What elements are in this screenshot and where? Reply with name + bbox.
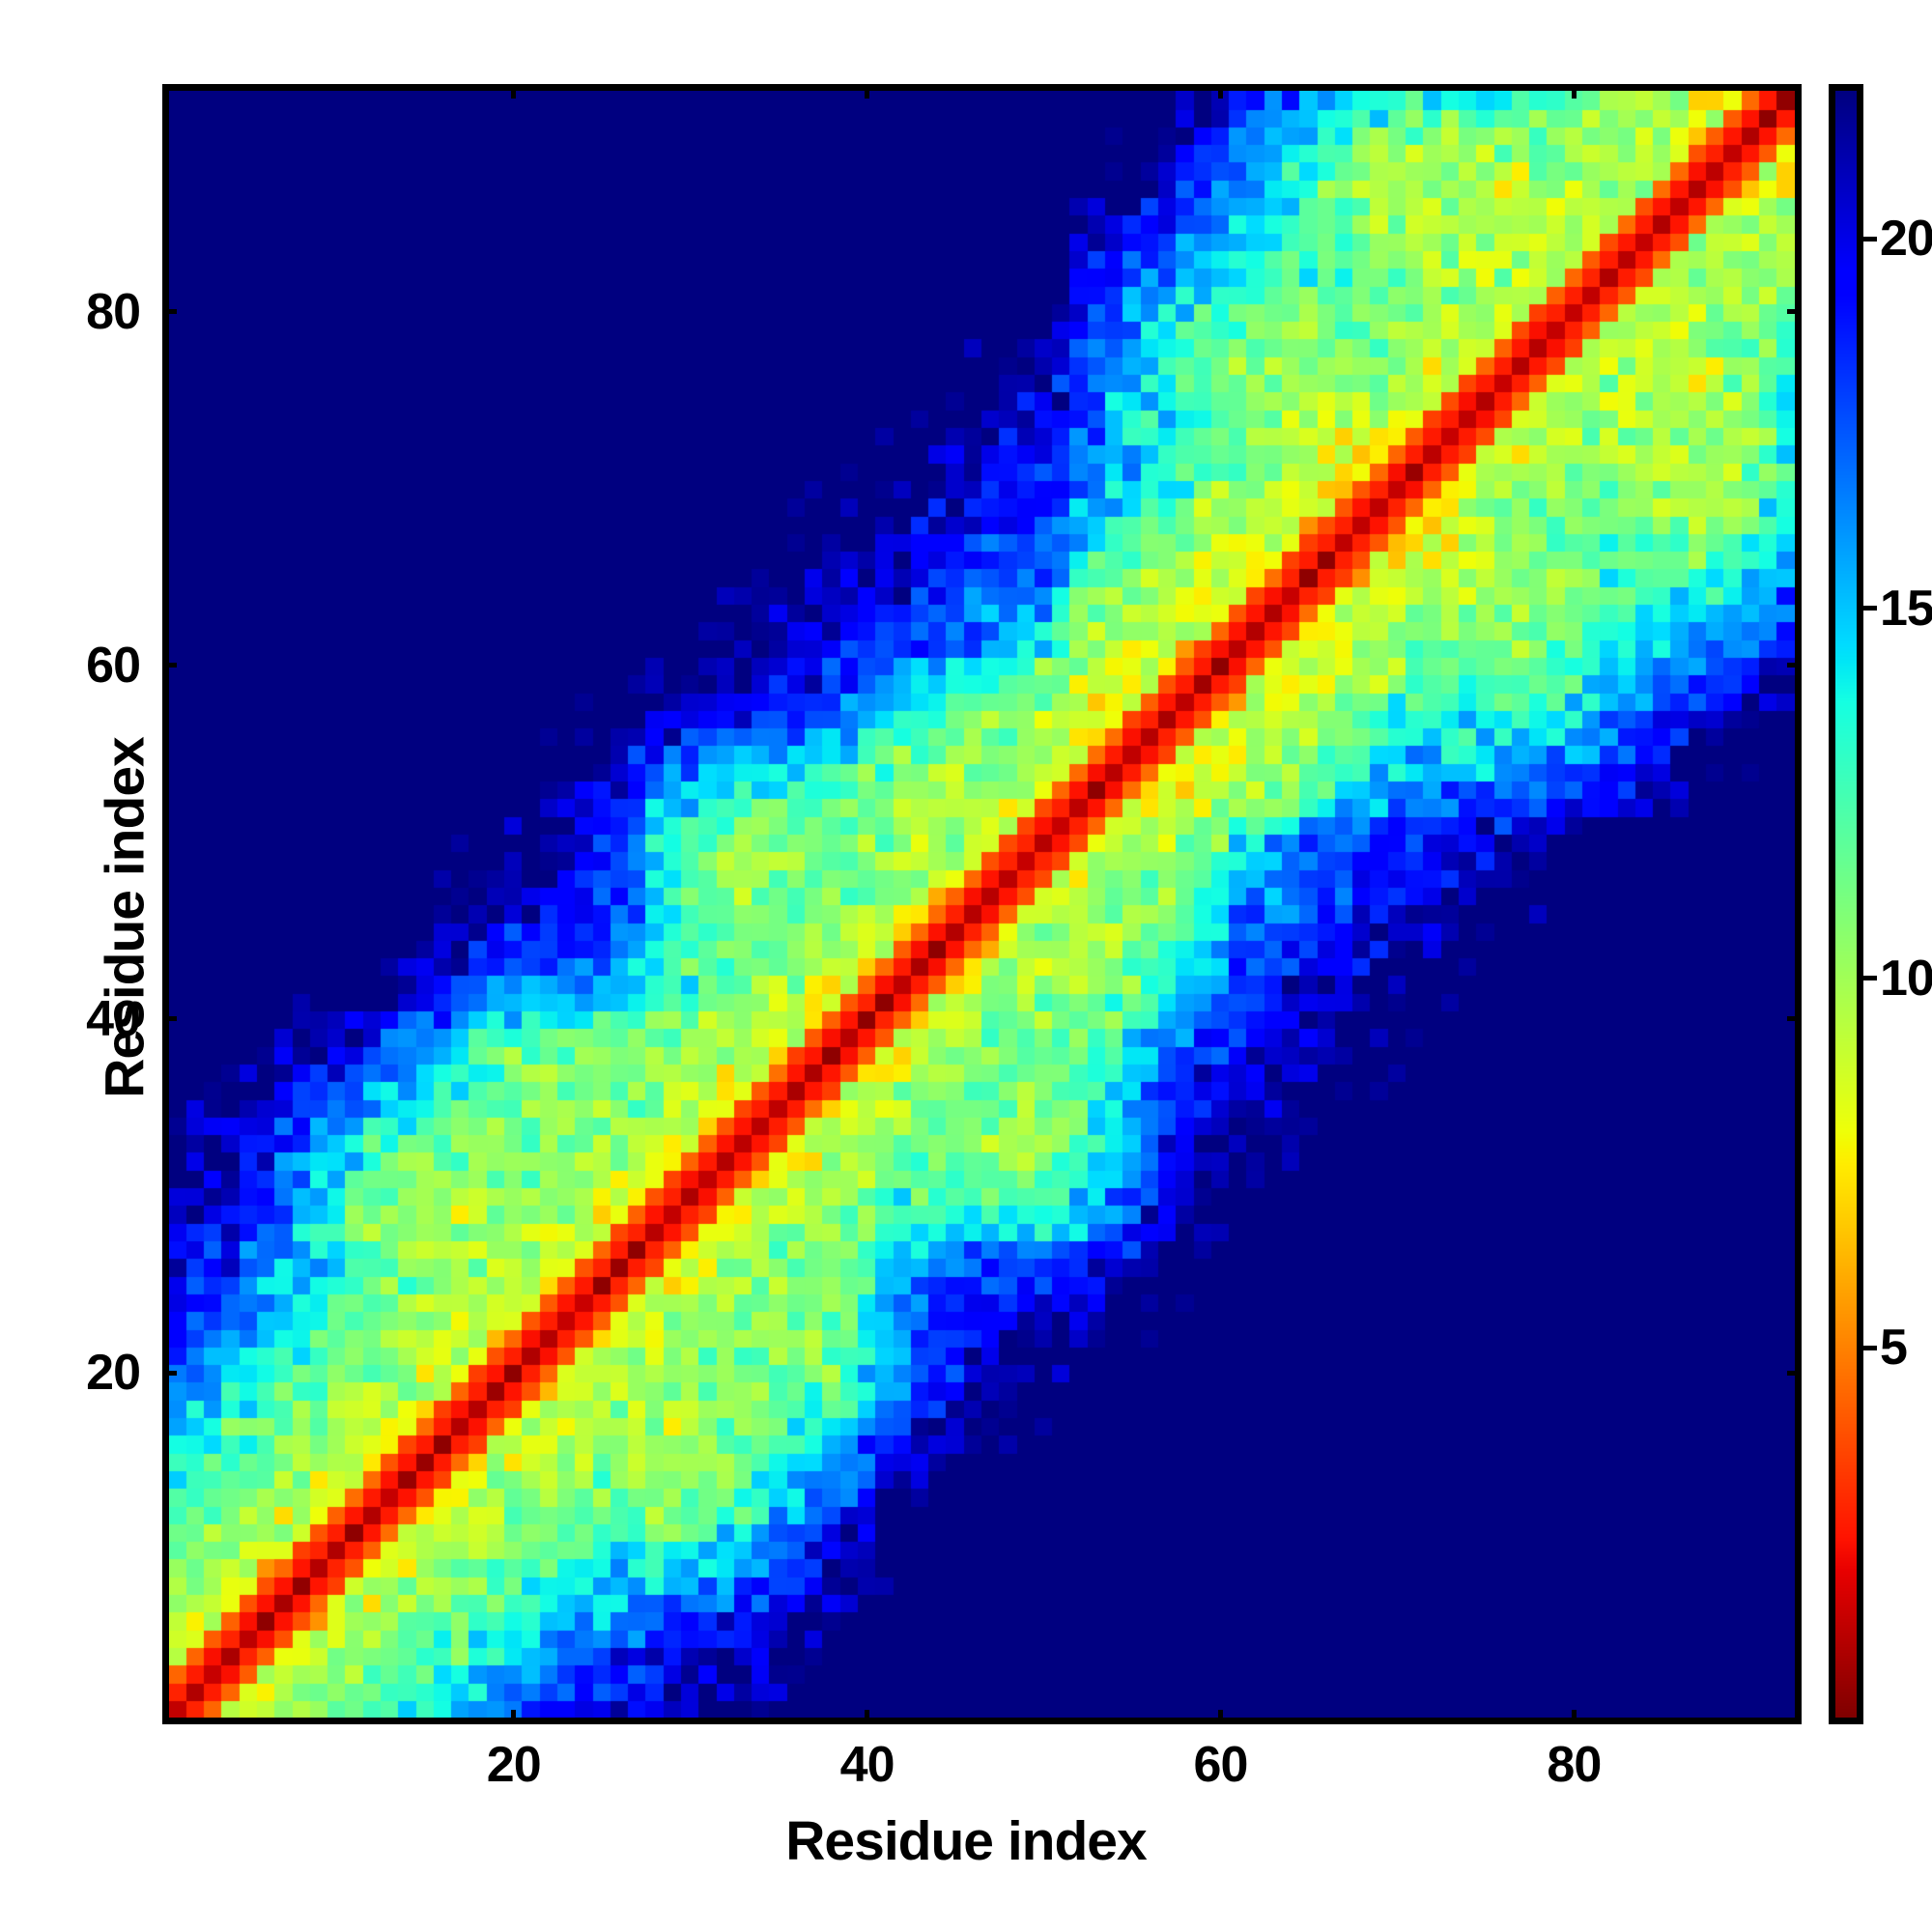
colorbar-tick-label-15: 15 [1880,580,1932,637]
colorbar-tick-label-10: 10 [1880,950,1932,1007]
x-tick-mark-20 [511,1710,517,1724]
x-tick-mark-60 [1217,84,1223,99]
y-tick-label-40: 40 [86,990,141,1047]
y-tick-mark-60 [1787,663,1802,668]
x-tick-mark-40 [865,84,870,99]
y-tick-mark-20 [162,1370,177,1376]
y-tick-mark-80 [162,309,177,315]
y-tick-label-60: 60 [86,637,141,694]
y-tick-mark-80 [1787,309,1802,315]
y-tick-label-20: 20 [86,1345,141,1402]
x-axis-label: Residue index [785,1810,1147,1872]
colorbar-tick-mark-20 [1863,236,1877,242]
x-tick-mark-40 [865,1710,870,1724]
x-tick-label-60: 60 [1193,1737,1249,1793]
colorbar-tick-label-20: 20 [1880,211,1932,268]
colorbar-gradient [1835,91,1857,1718]
x-tick-label-20: 20 [486,1737,542,1793]
x-tick-mark-80 [1571,1710,1577,1724]
y-tick-label-80: 80 [86,283,141,340]
x-tick-mark-60 [1217,1710,1223,1724]
y-tick-mark-40 [1787,1016,1802,1022]
contact-map-heatmap [169,91,1795,1718]
x-tick-label-40: 40 [839,1737,895,1793]
colorbar-tick-label-5: 5 [1880,1320,1908,1377]
colorbar-tick-mark-15 [1863,606,1877,611]
colorbar-tick-mark-10 [1863,976,1877,981]
y-tick-mark-60 [162,663,177,668]
y-tick-mark-20 [1787,1370,1802,1376]
x-tick-label-80: 80 [1547,1737,1602,1793]
colorbar-tick-mark-5 [1863,1345,1877,1350]
colorbar [1829,84,1863,1724]
contact-map-plot-area [162,84,1802,1724]
x-tick-mark-20 [511,84,517,99]
x-tick-mark-80 [1571,84,1577,99]
y-tick-mark-40 [162,1016,177,1022]
